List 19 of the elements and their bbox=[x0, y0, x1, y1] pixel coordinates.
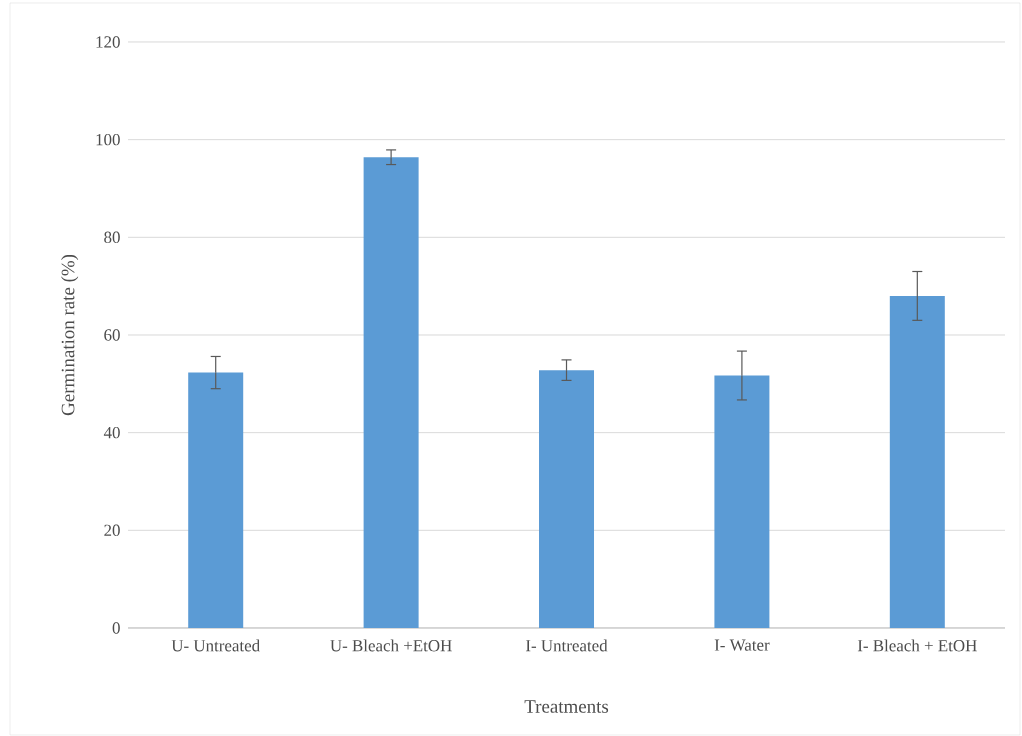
y-tick-label: 120 bbox=[96, 36, 120, 48]
x-tick-label: U- Bleach +EtOH bbox=[330, 639, 452, 652]
y-tick-label: 20 bbox=[104, 524, 120, 537]
y-tick-label: 0 bbox=[112, 622, 120, 634]
y-tick-label: 80 bbox=[104, 231, 120, 244]
x-tick-label: I- Water bbox=[714, 639, 770, 651]
x-tick-label: U- Untreated bbox=[171, 639, 260, 652]
y-axis-title: Germination rate (%) bbox=[61, 254, 79, 416]
x-axis-title: Treatments bbox=[524, 700, 609, 713]
y-tick-label: 60 bbox=[104, 329, 120, 341]
bar bbox=[539, 370, 595, 628]
x-tick-label: I- Bleach + EtOH bbox=[857, 639, 977, 652]
y-tick-label: 100 bbox=[96, 133, 120, 146]
bar bbox=[714, 375, 770, 628]
bar bbox=[889, 295, 945, 628]
bar bbox=[363, 157, 419, 628]
x-tick-label: I- Untreated bbox=[525, 639, 608, 652]
y-tick-label: 40 bbox=[103, 426, 120, 439]
bar bbox=[188, 372, 244, 628]
